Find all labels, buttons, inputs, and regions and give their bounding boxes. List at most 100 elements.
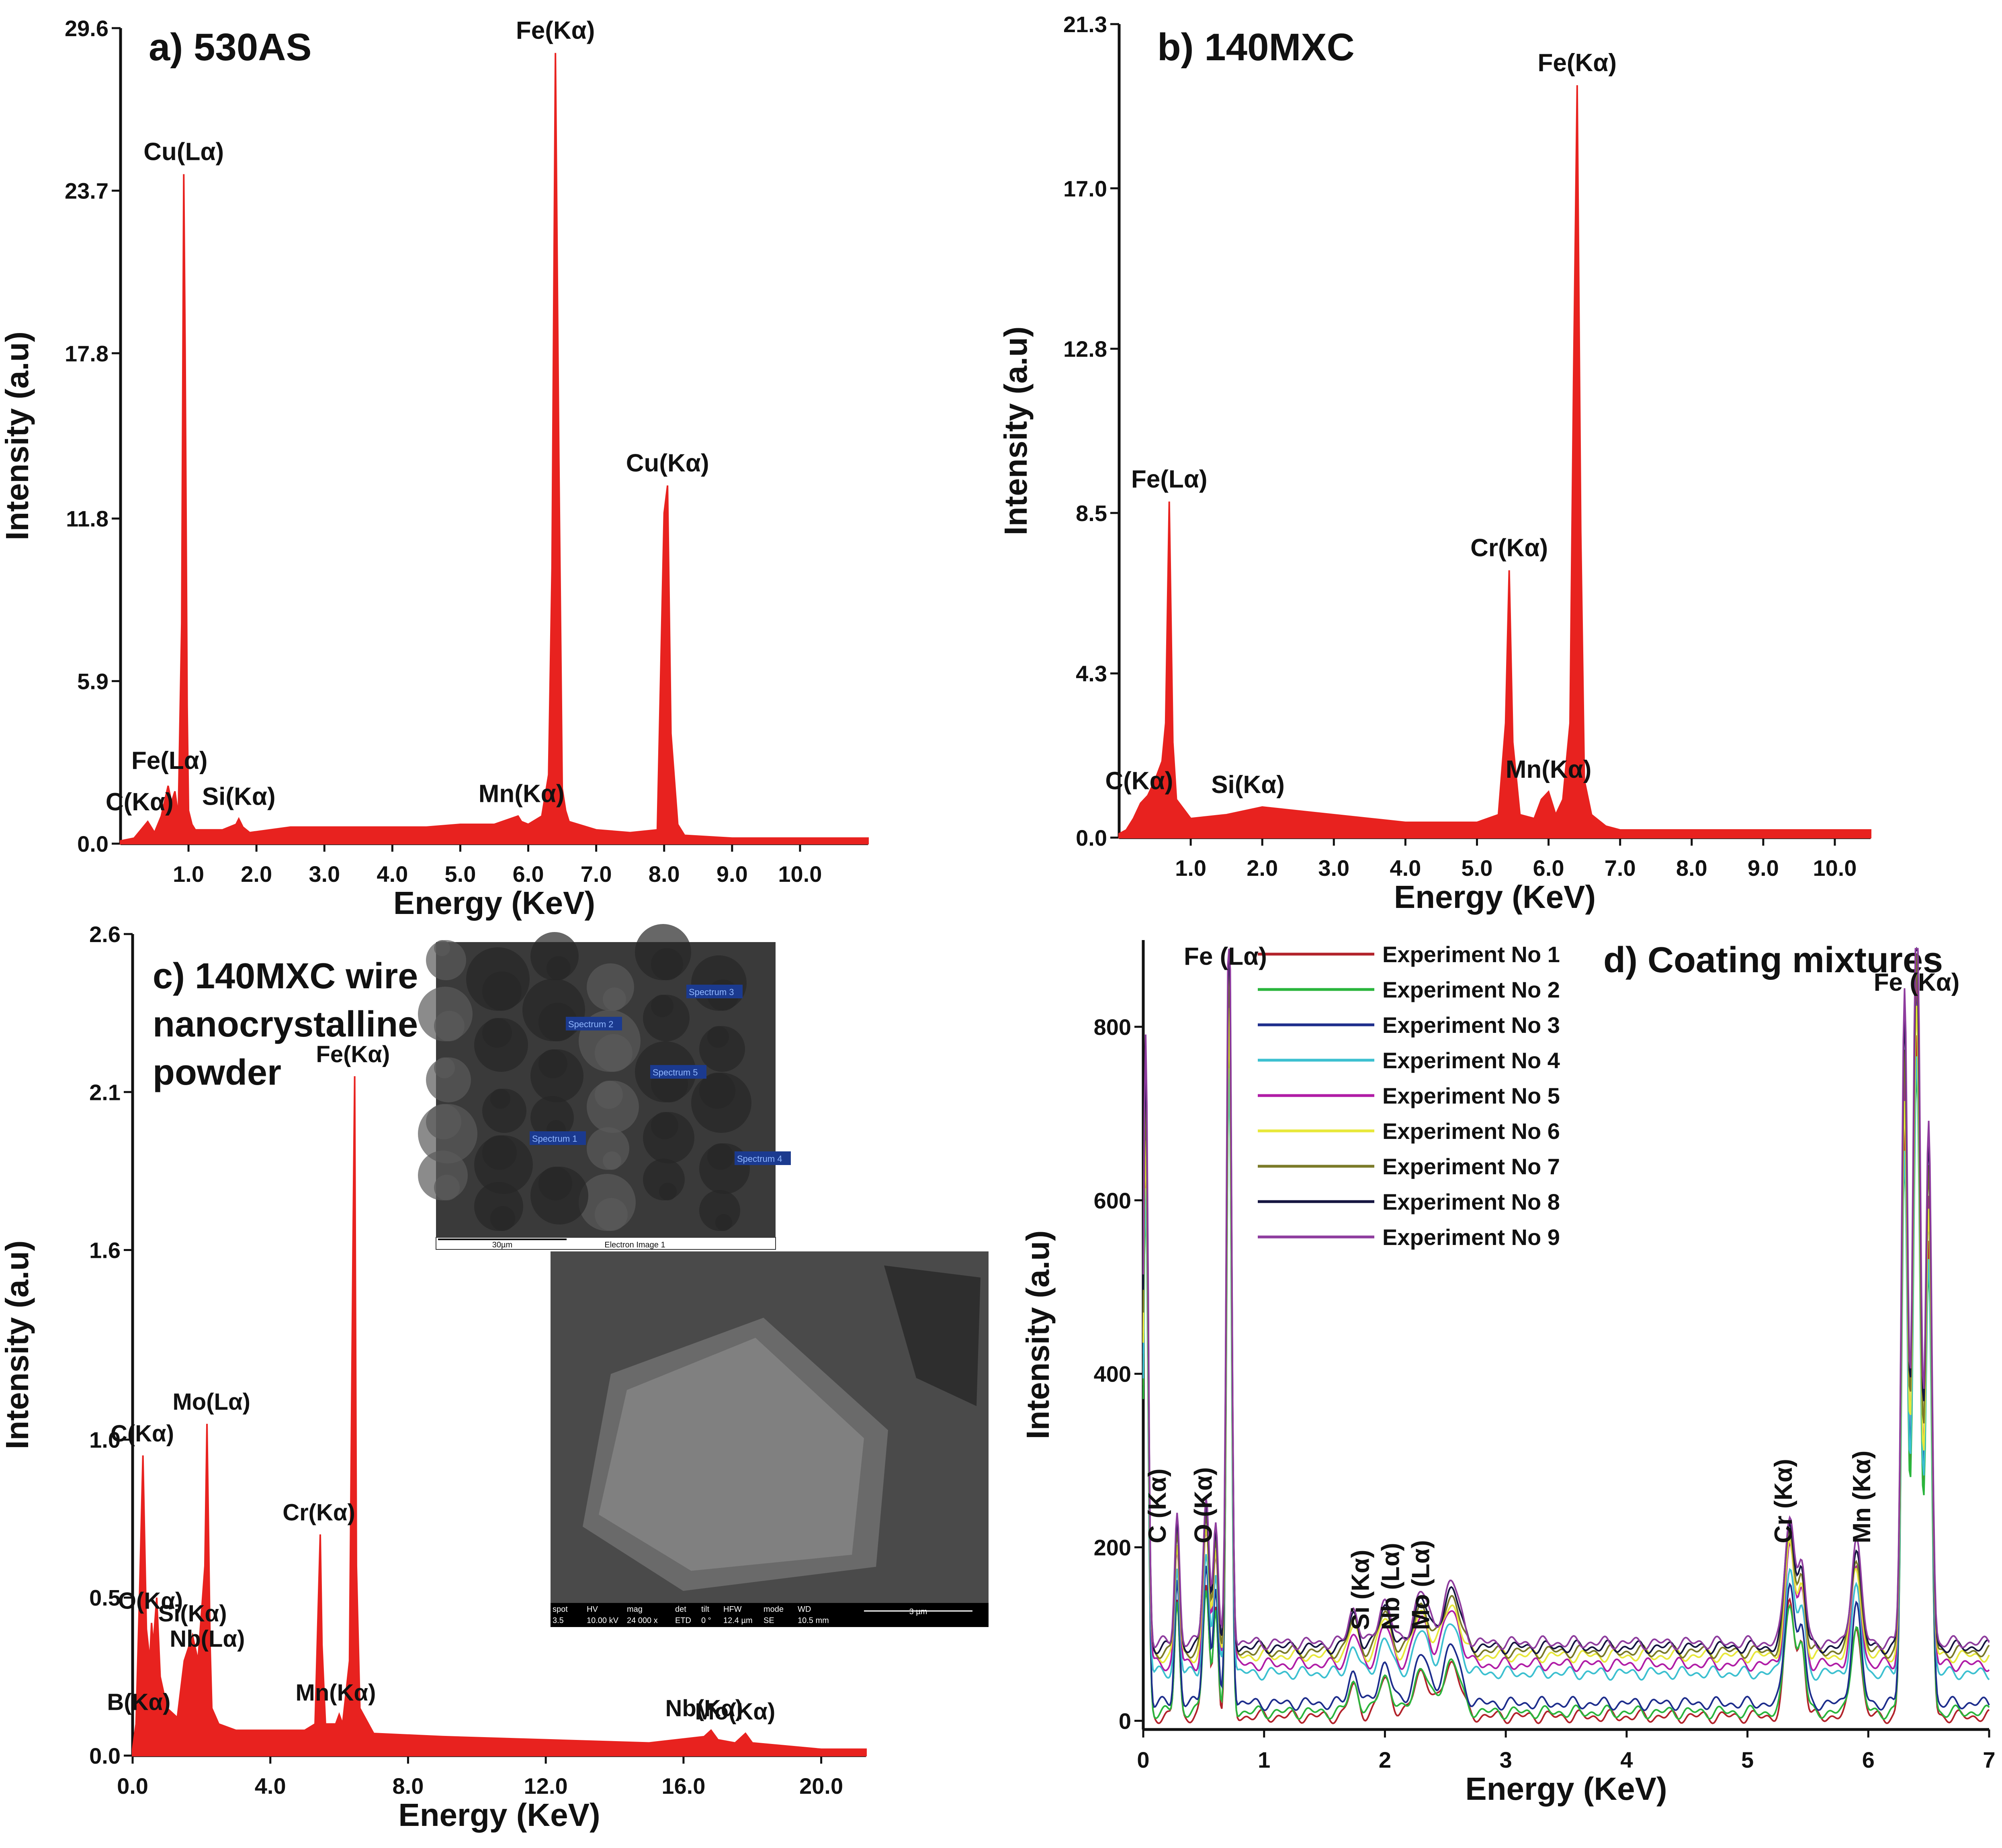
sem-shadow xyxy=(884,1265,981,1406)
y-tick-label: 400 xyxy=(1094,1361,1131,1387)
x-tick-label: 6 xyxy=(1862,1747,1875,1772)
y-tick-label: 0.0 xyxy=(89,1743,121,1768)
spectrum-marker-label: Spectrum 1 xyxy=(532,1134,577,1144)
info-header: tilt xyxy=(701,1605,709,1614)
peak-label: Cr(Kα) xyxy=(282,1499,355,1525)
x-tick-label: 4.0 xyxy=(377,861,408,887)
peak-label: Nb (Lα) xyxy=(1377,1543,1404,1630)
y-tick-label: 0.5 xyxy=(89,1585,121,1611)
y-axis-label: Intensity (a.u) xyxy=(0,1240,35,1449)
sem-texture xyxy=(595,1198,628,1231)
spectrum-line xyxy=(1142,949,1990,1660)
chart-title: nanocrystalline xyxy=(153,1004,418,1045)
image-caption: Electron Image 1 xyxy=(604,1241,665,1249)
legend-label: Experiment No 7 xyxy=(1382,1154,1560,1179)
y-tick-label: 17.8 xyxy=(65,341,108,366)
y-tick-label: 23.7 xyxy=(65,178,108,204)
peak-label: Mn (Kα) xyxy=(1848,1451,1876,1543)
peak-label: Mo (Lα) xyxy=(1407,1540,1435,1630)
x-tick-label: 20.0 xyxy=(799,1773,843,1799)
peak-label: Mo(Lα) xyxy=(172,1389,250,1415)
sem-texture xyxy=(482,971,522,1011)
info-header: WD xyxy=(798,1605,811,1614)
x-tick-label: 3 xyxy=(1500,1747,1512,1772)
peak-label: Si (Kα) xyxy=(1347,1550,1374,1630)
peak-label: Si(Kα) xyxy=(202,783,276,810)
x-tick-label: 0 xyxy=(1137,1747,1149,1772)
peak-label: Cr (Kα) xyxy=(1770,1459,1797,1543)
info-value: ETD xyxy=(675,1616,691,1625)
peak-label: Fe(Kα) xyxy=(1538,49,1617,77)
peak-label: Mn(Kα) xyxy=(1506,756,1592,783)
y-tick-label: 800 xyxy=(1094,1014,1131,1040)
y-axis-label: Intensity (a.u) xyxy=(0,331,35,540)
x-tick-label: 12.0 xyxy=(524,1773,568,1799)
y-tick-label: 2.1 xyxy=(89,1079,121,1105)
sem-texture xyxy=(699,1026,745,1072)
chart-title: d) Coating mixtures xyxy=(1603,940,1943,980)
peak-label: Si(Kα) xyxy=(158,1601,227,1627)
y-tick-label: 17.0 xyxy=(1063,176,1107,201)
spectrum-marker-bg xyxy=(530,1131,586,1145)
peak-label: C(Kα) xyxy=(106,788,174,816)
x-tick-label: 5.0 xyxy=(445,861,476,887)
sem-texture xyxy=(547,956,571,980)
sem-texture xyxy=(643,995,690,1041)
x-tick-label: 1.0 xyxy=(1175,855,1206,881)
sem-texture xyxy=(643,1112,694,1163)
spectrum-marker-bg xyxy=(566,1017,622,1030)
x-tick-label: 16.0 xyxy=(661,1773,705,1799)
spectrum-marker-label: Spectrum 4 xyxy=(737,1154,782,1164)
info-header: mag xyxy=(627,1605,643,1614)
sem-texture xyxy=(474,1135,533,1194)
x-axis-label: Energy (KeV) xyxy=(1394,879,1596,915)
peak-label: Cu(Lα) xyxy=(143,138,224,166)
sem-texture xyxy=(418,1104,477,1163)
x-tick-label: 5.0 xyxy=(1462,855,1493,881)
sem-texture xyxy=(691,1073,751,1133)
peak-label: Fe(Lα) xyxy=(1131,465,1208,493)
sem-texture xyxy=(490,1206,515,1231)
info-value: 12.4 µm xyxy=(723,1616,753,1625)
sem-texture xyxy=(538,1003,577,1041)
x-axis-label: Energy (KeV) xyxy=(1465,1771,1667,1807)
sem-texture xyxy=(426,940,466,980)
x-tick-label: 7.0 xyxy=(1605,855,1636,881)
x-tick-label: 7.0 xyxy=(581,861,612,887)
x-tick-label: 7 xyxy=(1983,1747,1995,1772)
sem-texture xyxy=(603,1151,621,1170)
info-header: HV xyxy=(587,1605,598,1614)
y-tick-label: 1.0 xyxy=(89,1427,121,1452)
sem-texture xyxy=(434,1175,460,1200)
peak-label: Si(Kα) xyxy=(1211,771,1285,799)
legend-label: Experiment No 9 xyxy=(1382,1225,1560,1250)
spectrum-area xyxy=(132,1076,867,1756)
y-tick-label: 1.6 xyxy=(89,1238,121,1263)
spectrum-marker-bg xyxy=(686,985,743,998)
legend-label: Experiment No 3 xyxy=(1382,1012,1560,1038)
y-axis-label: Intensity (a.u) xyxy=(998,326,1034,535)
peak-label: Fe(Kα) xyxy=(316,1041,390,1067)
info-header: det xyxy=(675,1605,686,1614)
peak-label: Nb(Lα) xyxy=(170,1626,245,1652)
sem-texture xyxy=(603,987,626,1011)
y-tick-label: 0.0 xyxy=(77,831,108,857)
x-tick-label: 2.0 xyxy=(241,861,272,887)
x-tick-label: 2 xyxy=(1379,1747,1391,1772)
info-header: spot xyxy=(553,1605,568,1614)
spectrum-line xyxy=(1142,1057,1990,1720)
panel-b: 0.0 4.3 8.5 12.8 17.0 21.3 1.0 2.0 3.0 4.0 5.0 6.0 7… xyxy=(998,12,1871,915)
x-tick-label: 4 xyxy=(1620,1747,1633,1772)
peak-label: Cr(Kα) xyxy=(1470,534,1548,562)
spectrum-line xyxy=(1142,946,1990,1655)
chart-title: a) 530AS xyxy=(149,26,312,69)
spectrum-area xyxy=(120,53,869,844)
y-axis-label: Intensity (a.u) xyxy=(1020,1230,1056,1439)
peak-label: O(Kα) xyxy=(118,1588,183,1614)
sem-texture xyxy=(530,1049,583,1102)
peak-label: C(Kα) xyxy=(111,1421,174,1447)
info-value: 24 000 x xyxy=(627,1616,658,1625)
sem-caption-bar xyxy=(436,1237,776,1250)
peak-label: Mo(Kα) xyxy=(695,1699,775,1725)
